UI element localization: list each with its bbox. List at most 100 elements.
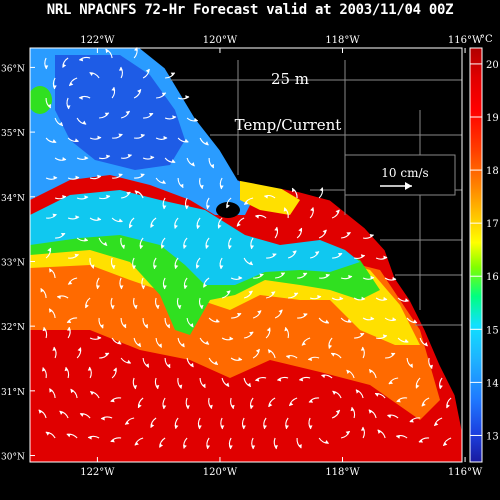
current-arrow-head [348, 274, 352, 279]
lat-label: 30°N [1, 453, 25, 463]
current-arrow-head [268, 349, 272, 354]
current-arrow-head [321, 374, 326, 379]
current-arrow-head [172, 115, 177, 120]
current-arrow-head [121, 244, 126, 249]
current-arrow-head [259, 273, 264, 278]
current-arrow-head [392, 317, 396, 322]
current-arrow-head [66, 327, 71, 331]
current-arrow-head [298, 444, 302, 449]
current-arrow-head [82, 120, 87, 125]
current-arrow-head [284, 327, 289, 332]
current-arrow-head [96, 285, 101, 289]
current-arrow-head [150, 155, 155, 160]
current-arrow-head [248, 290, 253, 295]
lat-label: 31°N [1, 388, 25, 398]
current-arrow-head [41, 367, 46, 372]
current-arrow-head [183, 285, 188, 289]
current-arrow-head [84, 195, 89, 200]
colorbar [469, 47, 483, 463]
current-arrow-head [205, 340, 210, 345]
current-arrow-head [97, 174, 101, 179]
current-arrow-head [118, 67, 123, 71]
current-arrow-head [62, 63, 67, 68]
current-arrow-head [370, 316, 375, 321]
current-arrow-head [360, 254, 365, 258]
current-arrow-head [171, 159, 176, 163]
current-arrow-head [77, 347, 82, 352]
current-arrow-head [125, 420, 130, 425]
current-arrow-head [280, 272, 285, 276]
current-arrow-head [79, 57, 84, 62]
current-arrow-head [209, 404, 213, 409]
current-arrow-head [161, 244, 165, 249]
lon-label-bottom: 122°W [80, 467, 115, 478]
current-arrow-head [166, 363, 171, 368]
colorbar-tick-label: 18 [486, 166, 499, 177]
current-arrow-head [155, 304, 160, 309]
current-arrow-head [155, 385, 160, 389]
scale-box [344, 154, 456, 196]
current-arrow-head [141, 285, 146, 289]
current-arrow-head [90, 391, 95, 396]
current-arrow-head [249, 331, 254, 336]
current-arrow-head [118, 218, 123, 223]
current-arrow-head [325, 273, 330, 278]
current-arrow-head [298, 227, 302, 232]
current-arrow-head [153, 265, 157, 269]
current-arrow-head [74, 253, 79, 258]
current-arrow-head [206, 445, 211, 449]
current-arrow-head [278, 309, 283, 314]
colorbar-tick-label: 17 [486, 219, 499, 230]
current-arrow-head [189, 323, 194, 328]
current-arrow-head [383, 296, 388, 301]
current-arrow-head [75, 215, 80, 220]
current-arrow-head [377, 429, 382, 434]
current-arrow-head [230, 404, 235, 409]
current-arrow-head [302, 272, 307, 277]
current-arrow-head [369, 233, 374, 238]
current-arrow-head [137, 89, 141, 94]
current-arrow-head [263, 425, 267, 429]
current-arrow-head [133, 385, 138, 389]
current-arrow-head [79, 96, 83, 100]
current-arrow-head [396, 398, 401, 403]
current-arrow-head [49, 308, 53, 313]
lat-label: 33°N [1, 258, 25, 268]
current-arrow-head [134, 190, 139, 195]
current-arrow-head [126, 191, 131, 196]
lon-label-top: 118°W [325, 35, 360, 46]
current-arrow-head [214, 360, 218, 365]
current-arrow-head [148, 112, 153, 117]
current-arrow-head [228, 245, 232, 249]
current-arrow-head [163, 135, 168, 140]
current-arrow-head [68, 280, 73, 285]
current-arrow-head [127, 153, 132, 158]
current-arrow-head [292, 250, 297, 255]
current-arrow-head [45, 432, 50, 436]
current-arrow-head [292, 188, 296, 193]
current-arrow-head [229, 336, 234, 341]
current-arrow-head [84, 237, 88, 242]
lon-label-bottom: 116°W [448, 467, 483, 478]
current-arrow-head [387, 414, 392, 419]
current-arrow-head [210, 163, 215, 168]
current-arrow-head [244, 201, 249, 205]
current-arrow-head [162, 405, 167, 409]
current-arrow-head [158, 343, 162, 348]
current-arrow-head [270, 291, 275, 296]
current-arrow-head [87, 367, 92, 371]
current-arrow-head [217, 224, 222, 229]
current-arrow-head [293, 292, 298, 297]
current-arrow-head [174, 264, 179, 269]
current-arrow-head [242, 425, 246, 429]
current-arrow-head [52, 139, 57, 143]
current-arrow-head [137, 342, 141, 347]
current-arrow-head [390, 352, 395, 357]
lon-label-top: 120°W [203, 35, 238, 46]
lon-label-top: 122°W [80, 35, 115, 46]
current-arrow-head [439, 385, 443, 389]
current-arrow-head [52, 347, 57, 351]
current-arrow-head [162, 285, 167, 289]
current-arrow-head [47, 103, 52, 108]
current-arrow-head [423, 342, 428, 346]
